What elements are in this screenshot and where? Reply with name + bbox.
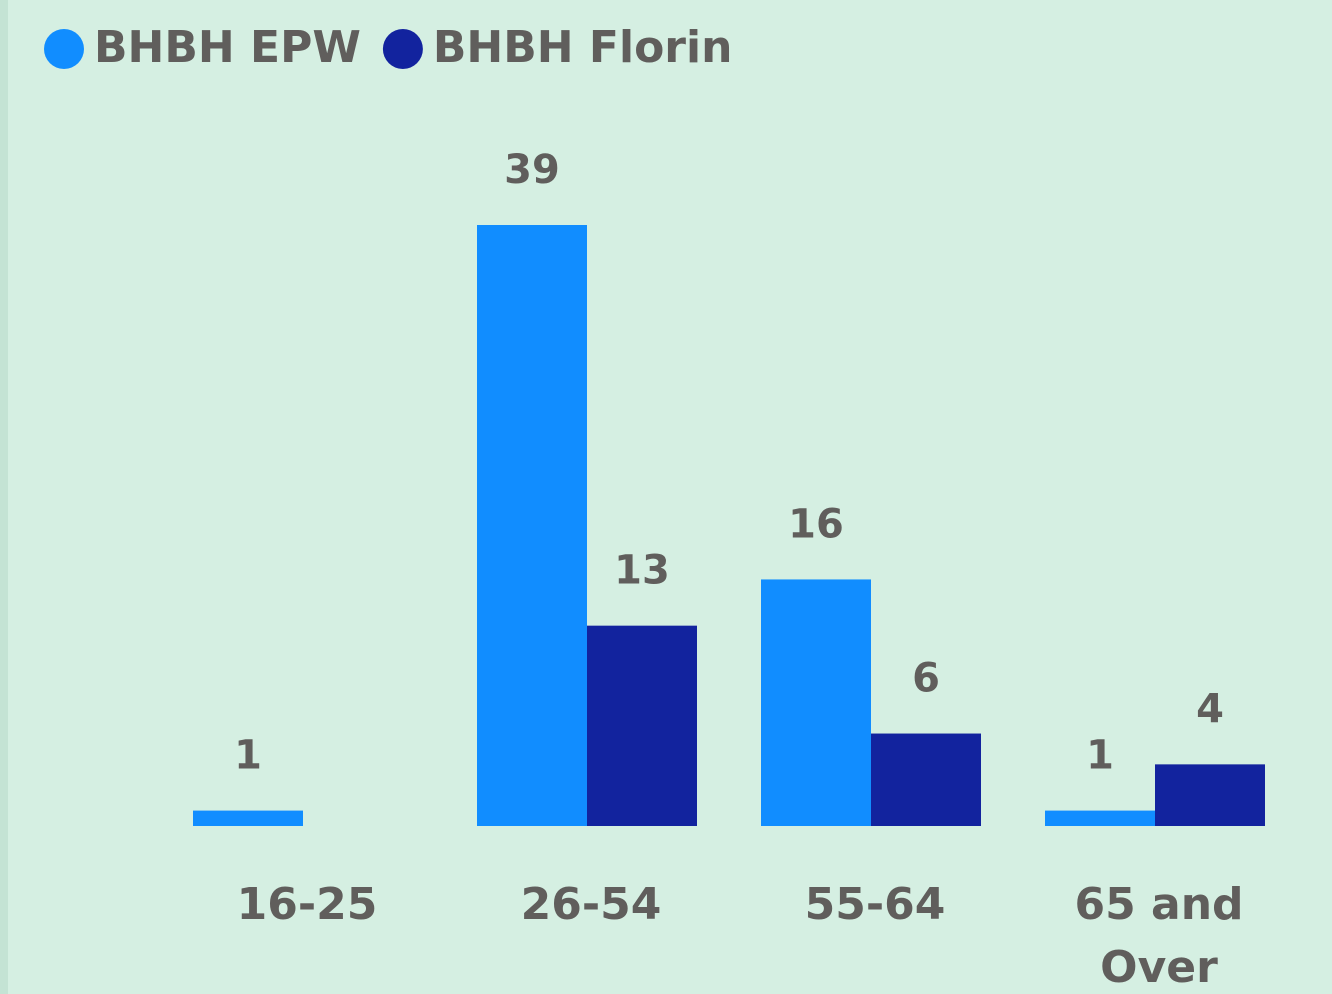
bar: [871, 733, 981, 826]
data-label: 39: [504, 147, 560, 193]
legend-marker: [382, 29, 423, 69]
legend-marker: [44, 29, 84, 69]
legend-label: BHBH Florin: [433, 22, 733, 73]
data-label: 1: [1086, 733, 1114, 779]
bar: [1045, 810, 1155, 826]
bar: [761, 579, 871, 826]
data-label: 6: [912, 656, 940, 702]
bar: [193, 810, 303, 826]
legend-label: BHBH EPW: [94, 22, 361, 73]
data-label: 16: [788, 501, 844, 547]
bar: [587, 625, 697, 826]
data-label: 4: [1196, 686, 1224, 732]
x-tick-label: 65 and Over: [1074, 879, 1243, 993]
edge-strip: [0, 0, 8, 994]
bar: [477, 225, 587, 826]
data-label: 13: [614, 548, 670, 594]
x-tick-label: 16-25: [237, 879, 378, 930]
bar: [1155, 764, 1265, 826]
data-label: 1: [234, 733, 262, 779]
x-tick-label: 55-64: [805, 879, 946, 930]
x-tick-label: 26-54: [521, 879, 662, 930]
